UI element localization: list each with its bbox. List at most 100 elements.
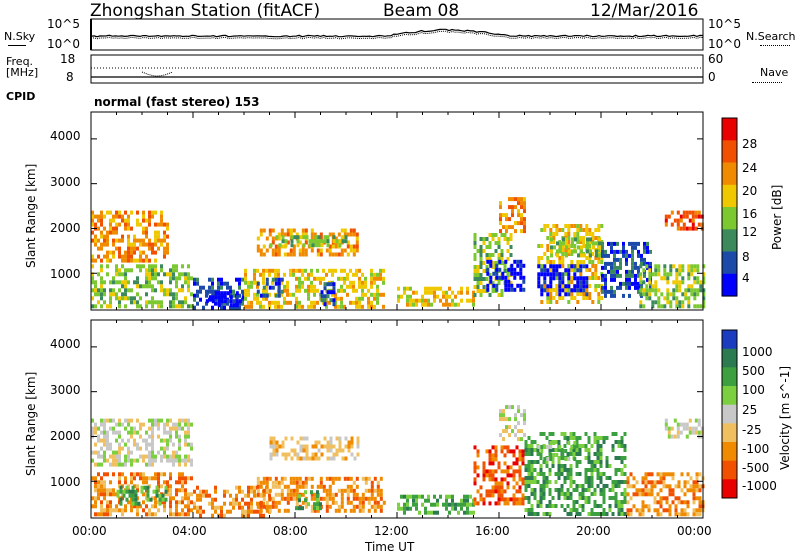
heatmap-cell [505, 417, 508, 422]
heatmap-cell [139, 222, 142, 227]
heatmap-cell [587, 512, 591, 516]
heatmap-cell [586, 249, 589, 254]
heatmap-cell [517, 213, 520, 218]
heatmap-cell [142, 226, 145, 231]
heatmap-cell [409, 302, 412, 307]
heatmap-cell [106, 508, 109, 513]
heatmap-cell [491, 253, 495, 257]
heatmap-cell [367, 476, 371, 481]
heatmap-cell [682, 214, 686, 219]
heatmap-cell [112, 492, 115, 497]
heatmap-cell [539, 484, 543, 488]
heatmap-cell [220, 291, 224, 296]
heatmap-cell [214, 489, 217, 494]
heatmap-cell [514, 205, 517, 210]
heatmap-cell [310, 284, 313, 289]
colorbar-swatch [722, 140, 737, 164]
heatmap-cell [115, 210, 118, 215]
heatmap-cell [259, 300, 262, 305]
heatmap-cell [91, 426, 94, 431]
heatmap-cell [262, 513, 265, 518]
heatmap-cell [473, 461, 477, 466]
heatmap-cell [527, 508, 531, 512]
heatmap-cell [579, 240, 583, 244]
heatmap-cell [610, 289, 613, 294]
heatmap-cell [269, 456, 273, 461]
heatmap-cell [232, 505, 235, 510]
heatmap-cell [178, 422, 181, 427]
heatmap-cell [317, 235, 321, 240]
heatmap-cell [314, 239, 318, 244]
heatmap-cell [578, 496, 582, 500]
heatmap-cell [608, 464, 612, 468]
colorbar-swatch [722, 367, 737, 387]
heatmap-cell [466, 510, 469, 515]
heatmap-cell [537, 244, 541, 248]
heatmap-cell [476, 453, 480, 458]
heatmap-cell [334, 252, 338, 257]
heatmap-cell [172, 458, 175, 463]
heatmap-cell [355, 268, 358, 273]
heatmap-cell [555, 228, 559, 232]
heatmap-cell [674, 508, 678, 513]
heatmap-cell [644, 480, 648, 485]
heatmap-cell [235, 485, 238, 490]
heatmap-cell [145, 226, 148, 231]
heatmap-cell [611, 432, 615, 436]
heatmap-cell [578, 444, 582, 448]
xtick: 16:00 [475, 524, 510, 538]
heatmap-cell [124, 292, 127, 297]
heatmap-cell [280, 496, 284, 501]
heatmap-cell [688, 430, 692, 435]
heatmap-cell [540, 272, 544, 277]
heatmap-cell [103, 480, 106, 485]
heatmap-cell [250, 280, 253, 285]
heatmap-cell [241, 505, 244, 510]
heatmap-cell [502, 213, 505, 218]
heatmap-cell [148, 210, 151, 215]
heatmap-cell [190, 492, 193, 497]
heatmap-cell [582, 292, 586, 296]
heatmap-cell [317, 440, 321, 445]
heatmap-cell [558, 264, 562, 269]
heatmap-cell [530, 448, 534, 452]
heatmap-cell [561, 276, 565, 281]
heatmap-cell [175, 450, 178, 455]
heatmap-cell [289, 228, 293, 233]
heatmap-cell [338, 448, 342, 453]
heatmap-cell [334, 508, 338, 513]
heatmap-cell [317, 243, 321, 248]
heatmap-cell [659, 480, 663, 485]
heatmap-cell [130, 254, 133, 259]
xtick: 08:00 [273, 524, 308, 538]
heatmap-cell [205, 299, 209, 304]
heatmap-cell [505, 405, 508, 410]
heatmap-cell [118, 422, 121, 427]
heatmap-cell [373, 304, 376, 309]
heatmap-cell [657, 272, 661, 277]
heatmap-cell [623, 492, 627, 496]
heatmap-cell [196, 281, 199, 286]
heatmap-cell [316, 300, 319, 305]
heatmap-cell [169, 492, 172, 497]
heatmap-cell [567, 252, 571, 256]
heatmap-cell [497, 281, 501, 285]
heatmap-cell [181, 426, 184, 431]
heatmap-cell [560, 432, 564, 436]
heatmap-cell [163, 450, 166, 455]
heatmap-cell [635, 488, 639, 493]
heatmap-cell [591, 236, 595, 240]
heatmap-cell [482, 473, 486, 478]
heatmap-cell [494, 233, 498, 237]
heatmap-cell [169, 280, 172, 285]
heatmap-cell [696, 276, 700, 281]
heatmap-cell [513, 275, 517, 280]
heatmap-cell [265, 504, 269, 509]
heatmap-cell [178, 454, 181, 459]
heatmap-cell [646, 277, 649, 282]
heatmap-cell [370, 496, 374, 501]
heatmap-cell [127, 288, 130, 293]
heatmap-cell [590, 460, 594, 464]
heatmap-cell [519, 263, 523, 268]
heatmap-cell [115, 296, 118, 301]
